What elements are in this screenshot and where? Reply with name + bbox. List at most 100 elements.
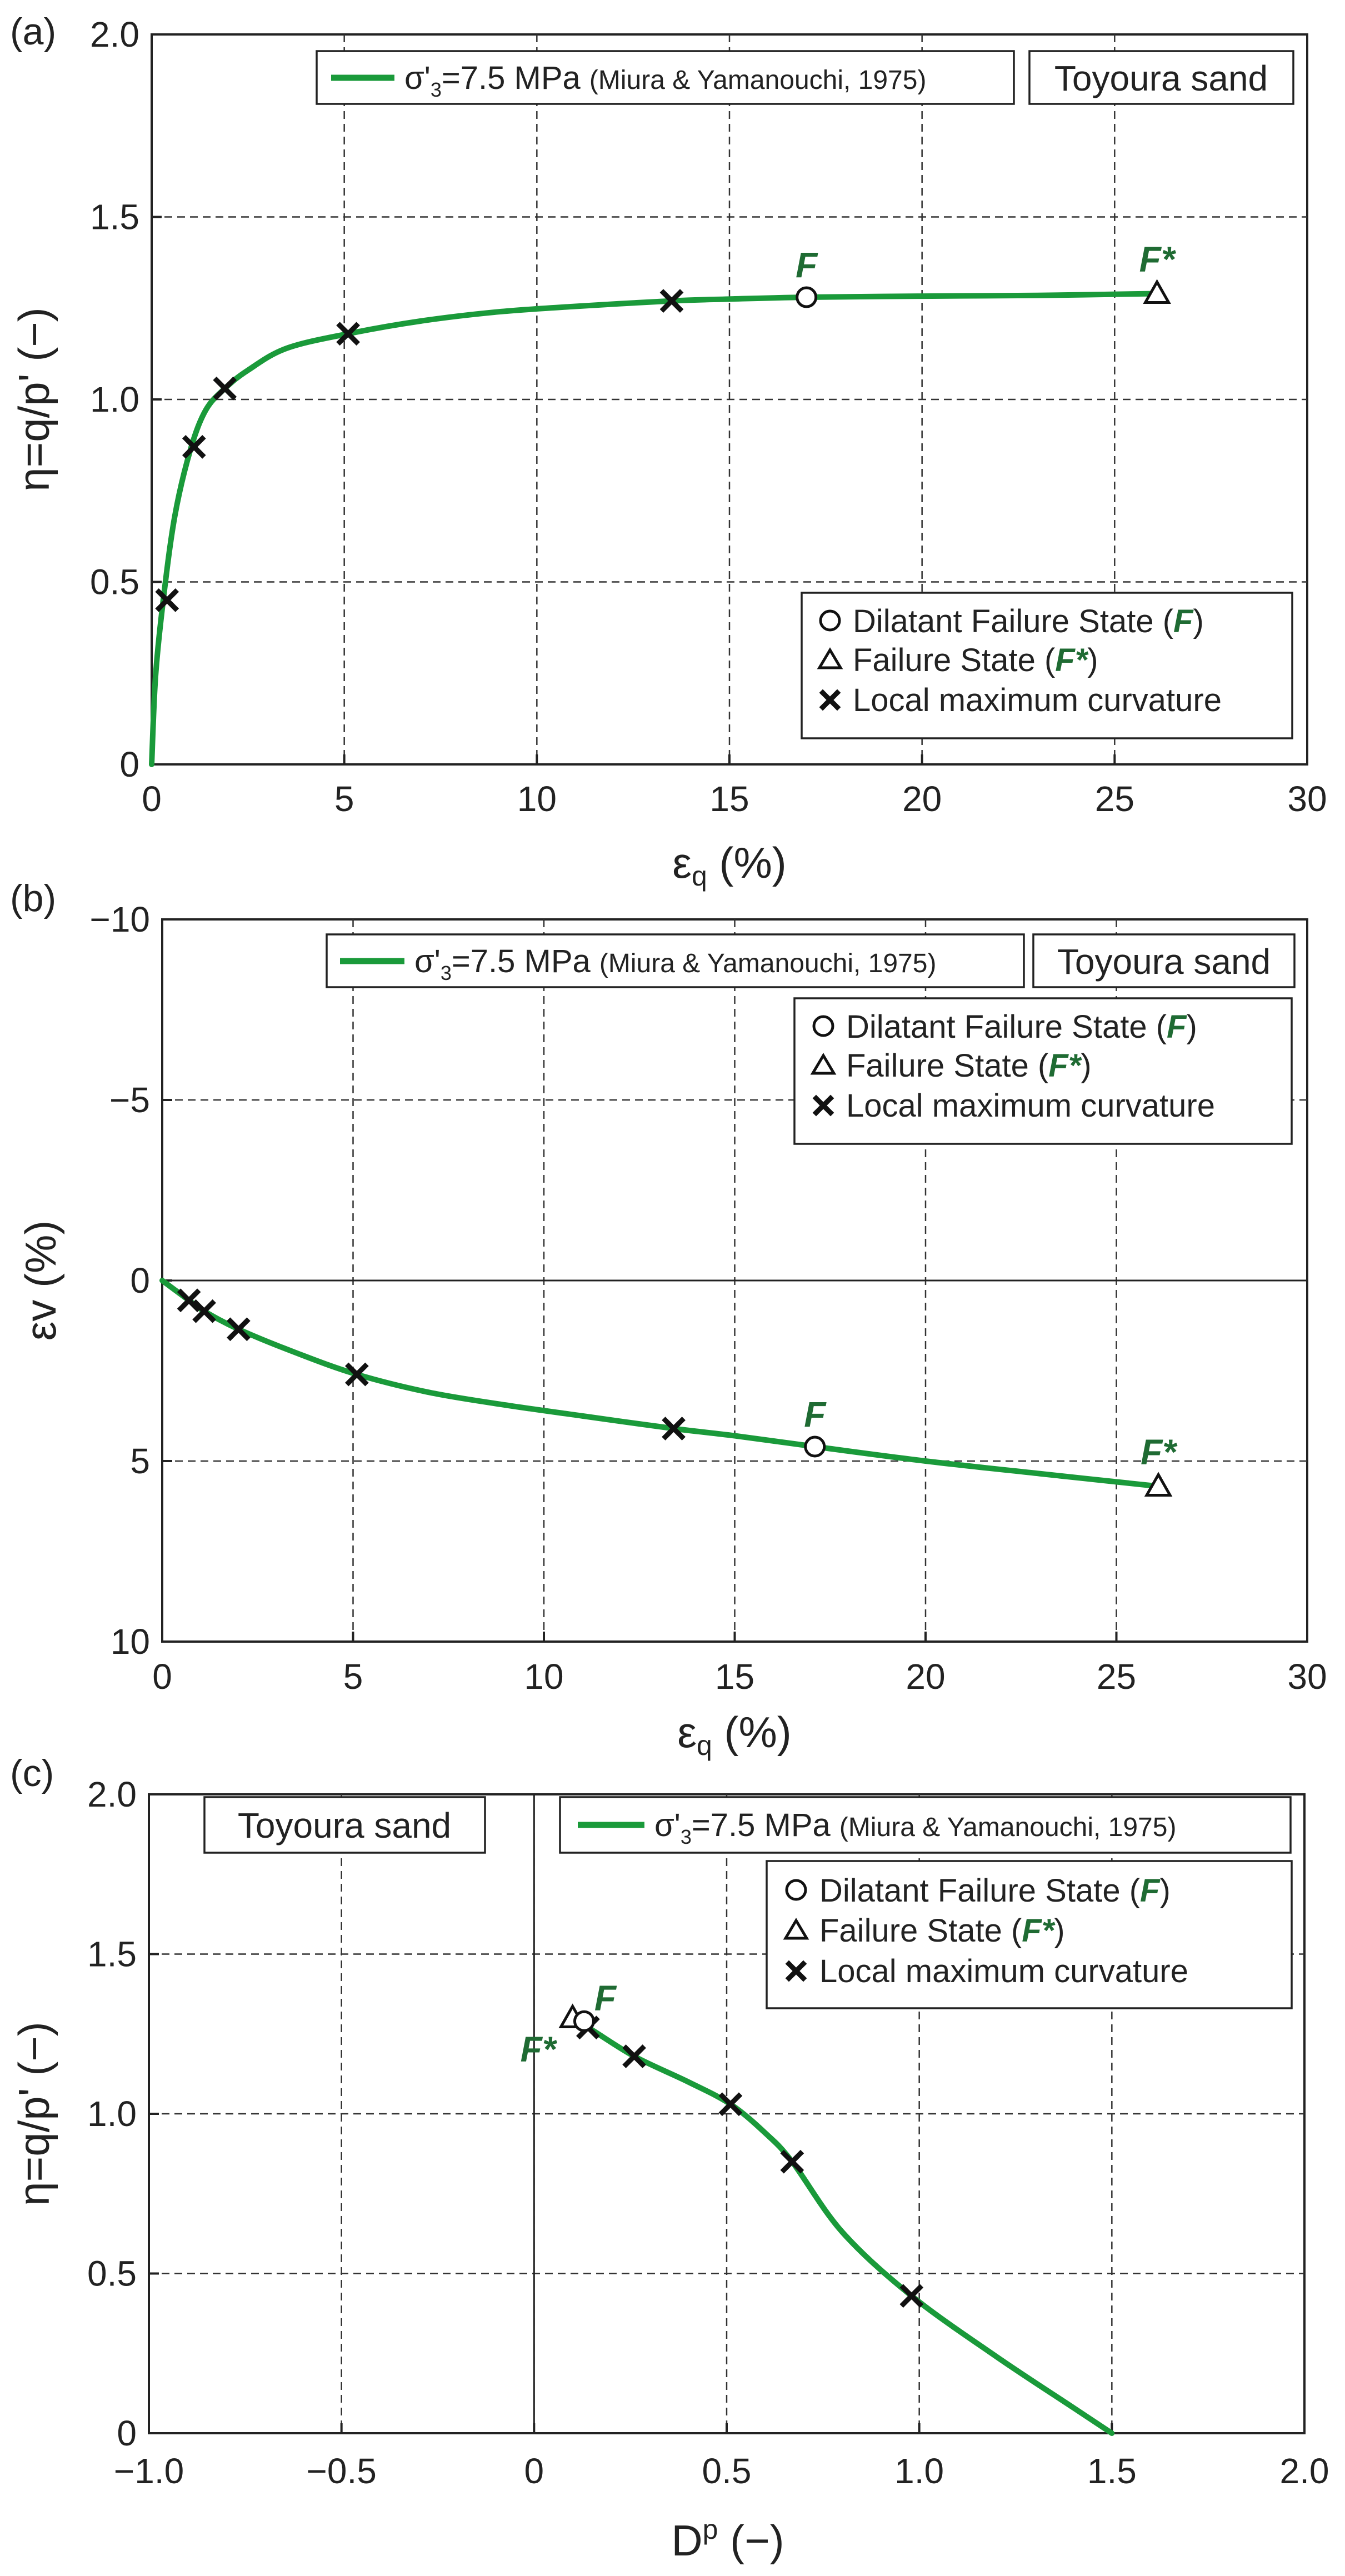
local-max-curvature-marker bbox=[336, 322, 360, 346]
dilatant-failure-marker bbox=[573, 2010, 595, 2032]
panel-a: (a) 0 5 10 15 20 25 30 0 0.5 1.0 1.5 2.0… bbox=[9, 11, 1327, 892]
legend-local-max: Local maximum curvature bbox=[846, 1088, 1215, 1124]
legend-dilatant: Dilatant Failure State (F) bbox=[819, 1873, 1171, 1909]
panel-c-xtick: −1.0 bbox=[114, 2451, 184, 2491]
panel-b-xtick: 5 bbox=[343, 1657, 363, 1697]
legend-local-max: Local maximum curvature bbox=[853, 682, 1222, 718]
panel-b-xtick: 20 bbox=[906, 1657, 945, 1697]
panel-b-marker-legend: Dilatant Failure State (F) Failure State… bbox=[793, 997, 1293, 1145]
panel-a-Fstar-label: F* bbox=[1139, 239, 1177, 279]
panel-c-F-label: F bbox=[594, 1978, 617, 2018]
panel-a-ytick: 1.0 bbox=[90, 379, 139, 419]
panel-b-ylabel: εv (%) bbox=[16, 1221, 65, 1341]
local-max-curvature-marker bbox=[345, 1362, 369, 1387]
local-max-curvature-marker bbox=[182, 435, 206, 459]
panel-c-label: (c) bbox=[10, 1752, 54, 1794]
panel-b-series-legend: σ'3=7.5 MPa (Miura & Yamanouchi, 1975) bbox=[326, 933, 1025, 988]
cross-stroke bbox=[192, 1299, 216, 1323]
panel-c-xtick: 2.0 bbox=[1280, 2451, 1329, 2491]
cross-stroke bbox=[182, 435, 206, 459]
local-max-curvature-marker bbox=[622, 2044, 646, 2068]
panel-a-grid bbox=[152, 34, 1307, 764]
panel-b-xtick: 10 bbox=[524, 1657, 563, 1697]
panel-c-material-box: Toyoura sand bbox=[203, 1796, 486, 1854]
cross-stroke bbox=[662, 1417, 686, 1440]
material-label: Toyoura sand bbox=[238, 1805, 451, 1845]
panel-a-xtick: 20 bbox=[902, 779, 942, 819]
panel-c-markers bbox=[558, 2003, 924, 2308]
cross-stroke bbox=[718, 2092, 743, 2117]
local-max-curvature-marker bbox=[192, 1299, 216, 1323]
panel-b-xtick: 25 bbox=[1097, 1657, 1136, 1697]
cross-stroke bbox=[227, 1317, 251, 1342]
legend-failure: Failure State (F*) bbox=[846, 1048, 1092, 1084]
panel-b-xtick: 15 bbox=[715, 1657, 754, 1697]
triangle-marker-icon bbox=[783, 1918, 809, 1940]
cross-stroke bbox=[213, 376, 237, 401]
cross-marker-icon bbox=[785, 1960, 807, 1982]
panel-b-xlabel: εq (%) bbox=[677, 1708, 792, 1761]
legend-series-name: σ'3=7.5 MPa (Miura & Yamanouchi, 1975) bbox=[404, 60, 926, 101]
triangle-marker-icon bbox=[810, 1053, 837, 1075]
panel-c-ytick: 0.5 bbox=[87, 2254, 137, 2294]
panel-a-ylabel: η=q/p' (−) bbox=[9, 307, 58, 491]
panel-a-material-box: Toyoura sand bbox=[1028, 50, 1294, 105]
dilatant-failure-marker bbox=[804, 1435, 826, 1458]
panel-b-Fstar-label: F* bbox=[1141, 1432, 1178, 1472]
material-label: Toyoura sand bbox=[1057, 942, 1271, 982]
panel-a-markers bbox=[155, 279, 1171, 612]
legend-failure: Failure State (F*) bbox=[819, 1913, 1065, 1949]
panel-a-marker-legend: Dilatant Failure State (F) Failure State… bbox=[801, 592, 1293, 739]
panel-c-series-legend: σ'3=7.5 MPa (Miura & Yamanouchi, 1975) bbox=[559, 1796, 1292, 1854]
panel-c-xtick: 0.5 bbox=[702, 2451, 752, 2491]
triangle-marker-icon bbox=[817, 647, 843, 669]
panel-a-ytick: 1.5 bbox=[90, 197, 139, 237]
panel-b-material-box: Toyoura sand bbox=[1032, 933, 1296, 988]
panel-b-xtick: 30 bbox=[1287, 1657, 1327, 1697]
panel-b-ytick: 5 bbox=[130, 1441, 150, 1481]
panel-c-marker-legend: Dilatant Failure State (F) Failure State… bbox=[766, 1860, 1293, 2009]
legend-series-name: σ'3=7.5 MPa (Miura & Yamanouchi, 1975) bbox=[414, 943, 936, 984]
panel-c-ylabel: η=q/p' (−) bbox=[9, 2022, 58, 2205]
cross-stroke bbox=[155, 588, 179, 612]
cross-stroke bbox=[336, 322, 360, 346]
failure-state-marker bbox=[1143, 279, 1171, 304]
cross-stroke bbox=[899, 2284, 924, 2308]
material-label: Toyoura sand bbox=[1054, 58, 1268, 98]
panel-a-series-legend: σ'3=7.5 MPa (Miura & Yamanouchi, 1975) bbox=[316, 50, 1015, 105]
panel-a-xtick: 25 bbox=[1095, 779, 1134, 819]
panel-b-ytick: 10 bbox=[111, 1622, 150, 1662]
local-max-curvature-marker bbox=[227, 1317, 251, 1342]
failure-state-marker bbox=[1144, 1472, 1173, 1497]
circle-marker-icon bbox=[812, 1015, 834, 1037]
legend-dilatant: Dilatant Failure State (F) bbox=[846, 1009, 1197, 1045]
panel-a-ytick: 0 bbox=[119, 744, 139, 784]
panel-a-xtick: 0 bbox=[142, 779, 162, 819]
panel-a-F-label: F bbox=[796, 245, 818, 285]
panel-c-ticks bbox=[148, 1793, 1306, 2434]
local-max-curvature-marker bbox=[899, 2284, 924, 2308]
panel-c-ytick: 1.0 bbox=[87, 2094, 137, 2134]
panel-a-xtick: 15 bbox=[709, 779, 749, 819]
legend-failure: Failure State (F*) bbox=[853, 642, 1098, 678]
cross-stroke bbox=[345, 1362, 369, 1387]
panel-a-xtick: 5 bbox=[334, 779, 354, 819]
local-max-curvature-marker bbox=[177, 1288, 201, 1313]
panel-c-xlabel: Dp (−) bbox=[671, 2514, 784, 2565]
panel-c-xtick: −0.5 bbox=[306, 2451, 376, 2491]
panel-c-xtick: 1.0 bbox=[894, 2451, 944, 2491]
cross-stroke bbox=[622, 2044, 646, 2068]
panel-b-ytick: 0 bbox=[130, 1261, 150, 1300]
local-max-curvature-marker bbox=[213, 376, 237, 401]
local-max-curvature-marker bbox=[718, 2092, 743, 2117]
panel-b-ytick: −5 bbox=[109, 1080, 150, 1120]
panel-b: (b) 0 5 10 15 20 25 30 −10 −5 0 5 10 εq … bbox=[10, 877, 1327, 1761]
panel-a-xtick: 10 bbox=[517, 779, 557, 819]
local-max-curvature-marker bbox=[662, 1417, 686, 1440]
cross-stroke bbox=[659, 289, 684, 313]
circle-marker-icon bbox=[819, 609, 841, 632]
panel-c-ytick: 2.0 bbox=[87, 1774, 137, 1814]
panel-c: (c) −1.0 −0.5 0 0.5 1.0 1.5 2.0 0 0.5 1.… bbox=[9, 1752, 1329, 2565]
local-max-curvature-marker bbox=[659, 289, 684, 313]
